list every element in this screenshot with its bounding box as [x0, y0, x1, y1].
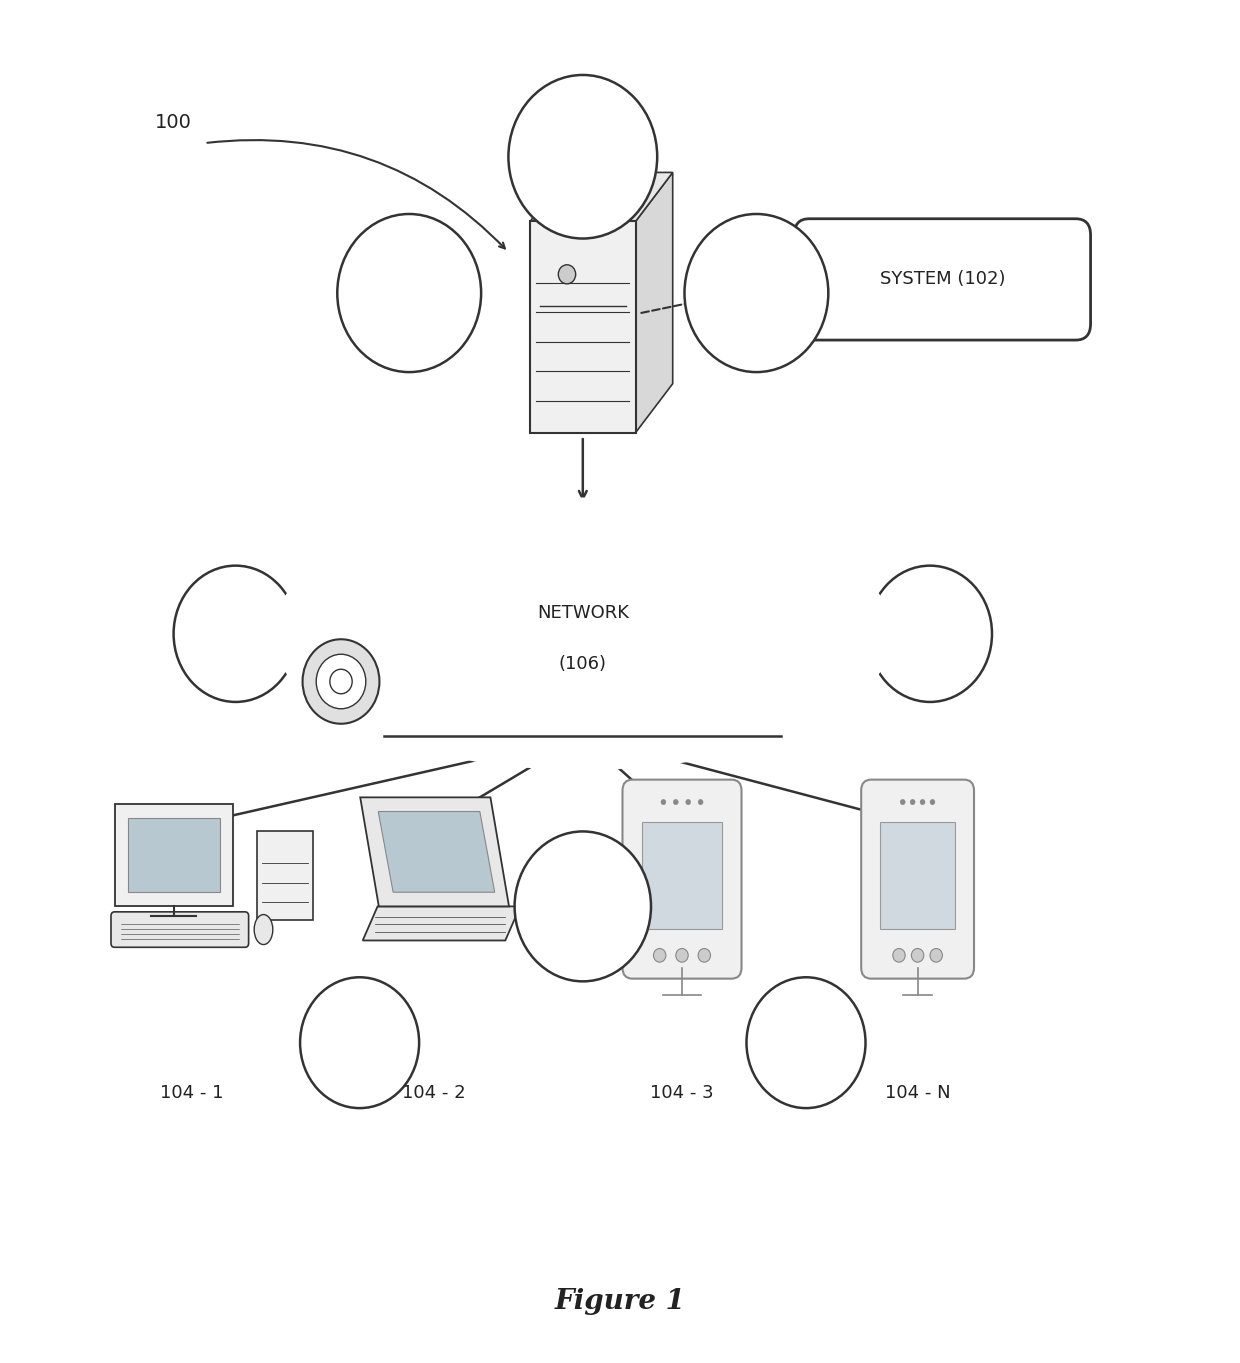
Polygon shape	[531, 173, 672, 222]
FancyBboxPatch shape	[642, 822, 722, 928]
Circle shape	[661, 799, 666, 804]
Polygon shape	[635, 173, 672, 433]
Circle shape	[910, 799, 915, 804]
Text: 104 - 1: 104 - 1	[160, 1084, 224, 1101]
Circle shape	[673, 799, 678, 804]
FancyBboxPatch shape	[115, 804, 233, 906]
Circle shape	[558, 264, 575, 284]
FancyBboxPatch shape	[112, 912, 248, 947]
Text: Figure 1: Figure 1	[554, 1288, 686, 1315]
Circle shape	[300, 977, 419, 1108]
Polygon shape	[531, 222, 635, 433]
Circle shape	[698, 799, 703, 804]
Circle shape	[330, 669, 352, 694]
Text: 104 - N: 104 - N	[885, 1084, 950, 1101]
Circle shape	[698, 949, 711, 962]
Circle shape	[515, 831, 651, 981]
Circle shape	[893, 949, 905, 962]
Circle shape	[684, 214, 828, 372]
Ellipse shape	[254, 915, 273, 945]
Text: (106): (106)	[559, 654, 606, 673]
Ellipse shape	[316, 654, 366, 709]
Text: 104 - 2: 104 - 2	[402, 1084, 466, 1101]
Circle shape	[900, 799, 905, 804]
Ellipse shape	[273, 497, 893, 770]
Circle shape	[911, 949, 924, 962]
Circle shape	[930, 949, 942, 962]
Ellipse shape	[303, 639, 379, 724]
Polygon shape	[360, 797, 508, 906]
Circle shape	[930, 799, 935, 804]
Polygon shape	[378, 811, 495, 893]
Circle shape	[337, 214, 481, 372]
FancyBboxPatch shape	[861, 780, 975, 979]
Circle shape	[676, 949, 688, 962]
Circle shape	[508, 75, 657, 239]
Circle shape	[174, 566, 298, 702]
Circle shape	[686, 799, 691, 804]
Polygon shape	[362, 906, 521, 940]
FancyBboxPatch shape	[880, 822, 955, 928]
FancyBboxPatch shape	[794, 218, 1091, 341]
FancyBboxPatch shape	[258, 831, 312, 920]
Circle shape	[920, 799, 925, 804]
Circle shape	[746, 977, 866, 1108]
Text: SYSTEM (102): SYSTEM (102)	[879, 270, 1006, 289]
FancyBboxPatch shape	[622, 780, 742, 979]
Circle shape	[868, 566, 992, 702]
FancyBboxPatch shape	[128, 818, 219, 891]
Circle shape	[653, 949, 666, 962]
Text: 100: 100	[155, 113, 192, 132]
Text: NETWORK: NETWORK	[537, 604, 629, 623]
Text: 104 - 3: 104 - 3	[650, 1084, 714, 1101]
